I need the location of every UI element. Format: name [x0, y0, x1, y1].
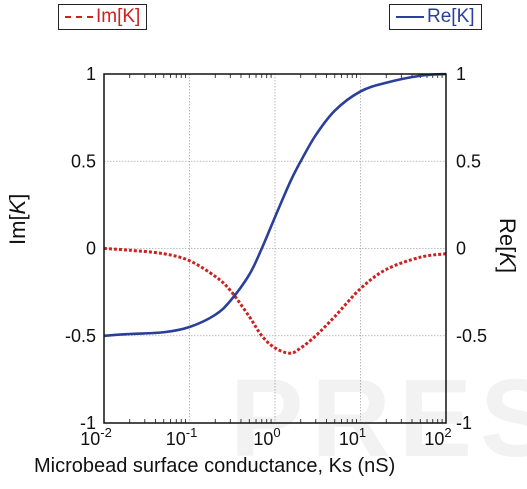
- x-tick-label: 101: [339, 425, 366, 449]
- y-left-tick-label: 0: [86, 239, 96, 259]
- series-lines: [103, 72, 447, 355]
- legend-re: Re[K]: [389, 4, 482, 30]
- y-axis-left-label: Im[K]: [5, 193, 30, 245]
- y-right-tick-label: 0: [456, 239, 466, 259]
- series-line-im: [103, 247, 447, 355]
- legend-im-label: Im[K]: [96, 6, 141, 27]
- x-tick-label: 10-2: [80, 425, 112, 449]
- y-left-tick-label: 0.5: [71, 151, 96, 171]
- y-axis-right-label: Re[K]: [495, 218, 520, 274]
- y-left-tick-label: -0.5: [65, 326, 96, 346]
- y-right-tick-label: -1: [456, 413, 472, 433]
- y-axis-ticks: 1 1 0.5 0.5 0 0 -0.5 -0.5 -1 -1: [65, 64, 487, 433]
- y-right-tick-label: -0.5: [456, 326, 487, 346]
- x-tick-label: 102: [424, 425, 451, 449]
- x-tick-label: 100: [253, 425, 280, 449]
- y-left-tick-label: -1: [80, 413, 96, 433]
- legend-re-label: Re[K]: [427, 6, 475, 27]
- series-line-re: [103, 72, 447, 338]
- legend-im-swatch: [65, 16, 93, 18]
- y-right-tick-label: 0.5: [456, 151, 481, 171]
- x-tick-label: 10-1: [166, 425, 198, 449]
- y-right-tick-label: 1: [456, 64, 466, 84]
- legend-re-swatch: [396, 16, 424, 18]
- x-axis-label: Microbead surface conductance, Ks (nS): [34, 455, 396, 477]
- grid-lines: [104, 74, 446, 423]
- x-axis-ticks: 10-2 10-1 100 101 102: [80, 74, 452, 449]
- y-left-tick-label: 1: [86, 64, 96, 84]
- watermark: PRESS: [230, 357, 527, 480]
- legend-im: Im[K]: [58, 4, 148, 30]
- plot-frame: [103, 73, 447, 424]
